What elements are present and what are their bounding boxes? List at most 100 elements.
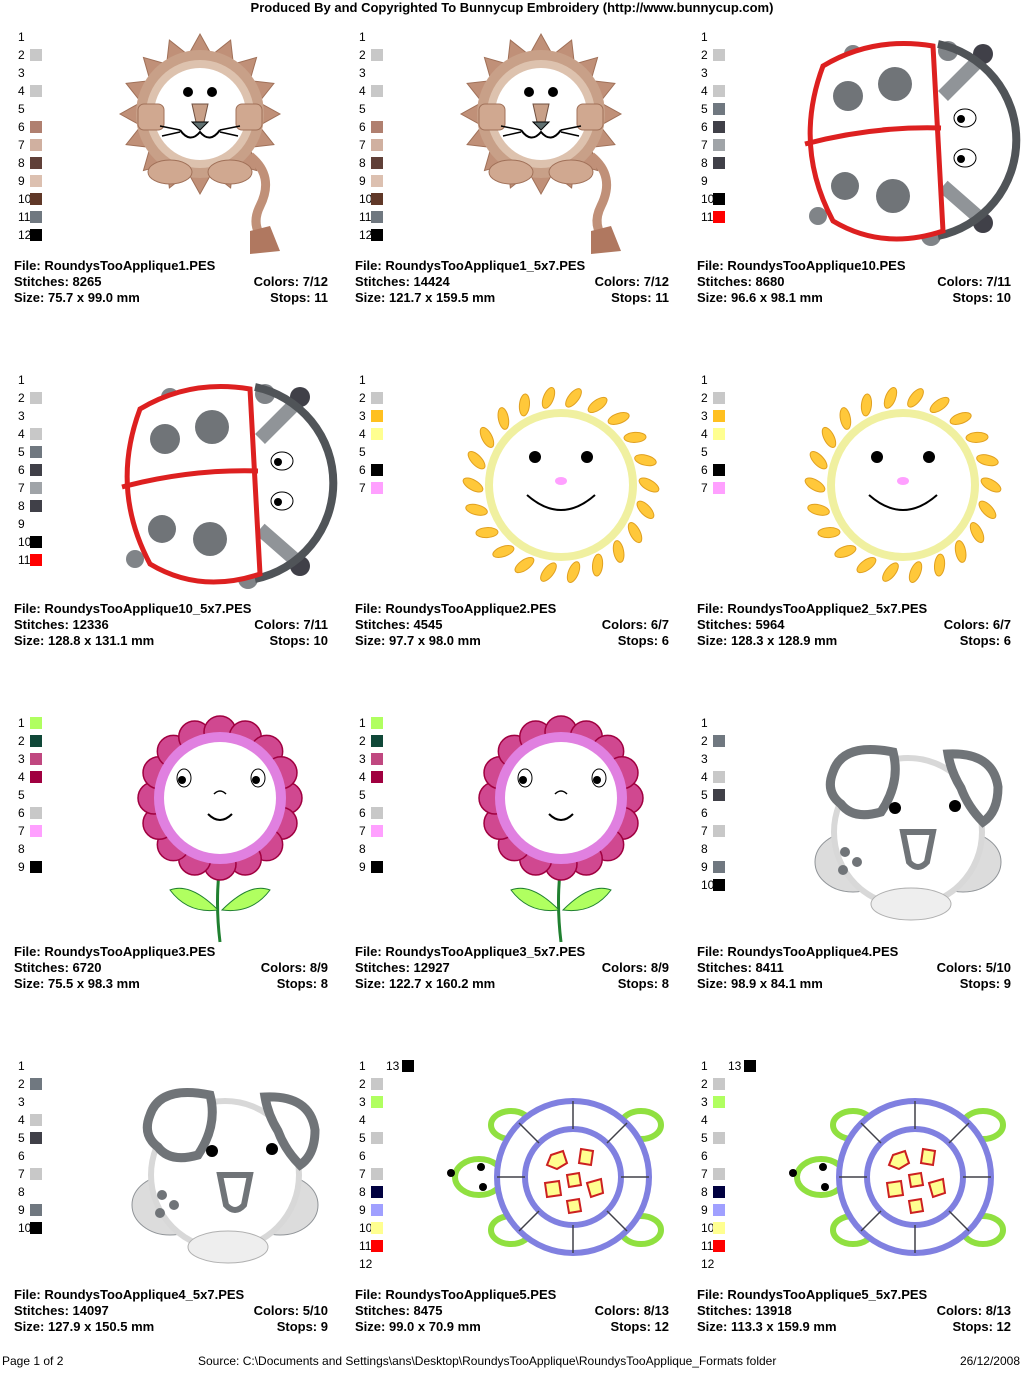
thread-swatch: 3 [701,750,715,768]
thread-number: 6 [18,806,25,820]
design-size: 127.9 x 150.5 mm [47,1319,155,1334]
design-info: File: RoundysTooApplique2.PES Stitches: … [355,601,669,649]
thread-number: 9 [18,860,25,874]
thread-color [713,85,725,97]
file-name: RoundysTooApplique3_5x7.PES [385,944,586,959]
thread-swatch: 10 [701,1219,725,1237]
thread-swatch: 7 [359,1165,383,1183]
thread-swatch: 4 [18,768,42,786]
stops-label: Stops: [952,1319,993,1334]
thread-swatch: 5 [18,1129,42,1147]
thread-color [371,139,383,151]
sun-icon [441,369,681,601]
thread-swatch: 8 [18,1183,32,1201]
thread-color [30,1078,42,1090]
thread-color [30,157,42,169]
thread-number: 11 [18,553,31,567]
thread-swatch: 5 [701,786,725,804]
thread-color [371,807,383,819]
stops-label: Stops: [617,633,659,648]
thread-color [371,1078,383,1090]
stitch-count: 12927 [413,960,450,975]
thread-swatch: 9 [359,858,383,876]
thread-number: 2 [18,1077,25,1091]
thread-color [713,1078,725,1090]
thread-swatch: 2 [18,46,42,64]
thread-swatch: 11 [701,1237,725,1255]
design-size: 98.9 x 84.1 mm [730,976,823,991]
thread-color [371,85,383,97]
thread-number: 5 [359,102,366,116]
size-label: Size: [355,1319,386,1334]
thread-swatch: 6 [18,118,42,136]
thread-swatch: 9 [18,172,42,190]
file-label: File: [14,1287,41,1302]
file-label: File: [355,258,382,273]
thread-palette: 1 2 3 4 5 6 7 8 9 10 [18,1057,42,1237]
thread-swatch: 5 [359,1129,383,1147]
thread-color [371,464,383,476]
thread-swatch: 6 [359,1147,373,1165]
thread-swatch: 8 [359,154,383,172]
color-count: 5/10 [302,1303,328,1318]
thread-number: 10 [701,192,715,206]
thread-number: 3 [359,409,366,423]
file-label: File: [14,601,41,616]
thread-number: 2 [359,48,366,62]
thread-color [30,771,42,783]
sun-icon [783,369,1023,601]
color-count: 8/13 [643,1303,669,1318]
stops-label: Stops: [959,976,1001,991]
thread-number: 5 [18,1131,25,1145]
thread-number: 7 [359,1167,366,1181]
thread-swatch: 9 [18,1201,42,1219]
thread-number: 7 [701,138,708,152]
file-label: File: [355,1287,382,1302]
thread-color [30,482,42,494]
thread-color [713,193,725,205]
size-label: Size: [355,633,386,648]
thread-color [30,861,42,873]
thread-swatch: 6 [18,461,42,479]
thread-number: 6 [701,1149,708,1163]
thread-palette: 1 2 3 4 5 6 7 [359,371,383,497]
thread-number: 4 [18,1113,25,1127]
colors-label: Colors: [253,1303,300,1318]
thread-swatch: 3 [359,407,383,425]
thread-color [30,121,42,133]
colors-label: Colors: [936,960,983,975]
thread-swatch: 8 [18,497,42,515]
design-size: 121.7 x 159.5 mm [388,290,496,305]
thread-number: 1 [18,716,25,730]
stop-count: 10 [313,633,328,648]
thread-number: 6 [701,463,708,477]
thread-color [30,717,42,729]
design-card: 1 2 3 4 5 6 7 8 9 10 File: RoundysTooApplique4_5x… [0,1051,341,1393]
stop-count: 9 [320,1319,328,1334]
thread-number: 3 [701,1095,708,1109]
colors-label: Colors: [601,617,648,632]
thread-number: 9 [18,174,25,188]
file-name: RoundysTooApplique2.PES [385,601,557,616]
size-label: Size: [14,976,45,991]
thread-swatch: 4 [359,82,383,100]
thread-color [30,735,42,747]
thread-color [713,771,725,783]
thread-color [30,554,42,566]
thread-number: 8 [18,156,25,170]
thread-number: 10 [359,1221,373,1235]
thread-color [713,1132,725,1144]
thread-swatch: 3 [18,1093,32,1111]
stitches-label: Stitches: [697,617,752,632]
thread-color [371,121,383,133]
thread-number: 4 [359,1113,366,1127]
thread-number: 9 [359,1203,366,1217]
design-info: File: RoundysTooApplique10.PES Stitches:… [697,258,1011,306]
thread-number: 10 [18,535,32,549]
design-size: 97.7 x 98.0 mm [388,633,481,648]
thread-number: 4 [359,84,366,98]
thread-color [30,211,42,223]
thread-color [713,735,725,747]
thread-color [30,49,42,61]
thread-color [713,1186,725,1198]
